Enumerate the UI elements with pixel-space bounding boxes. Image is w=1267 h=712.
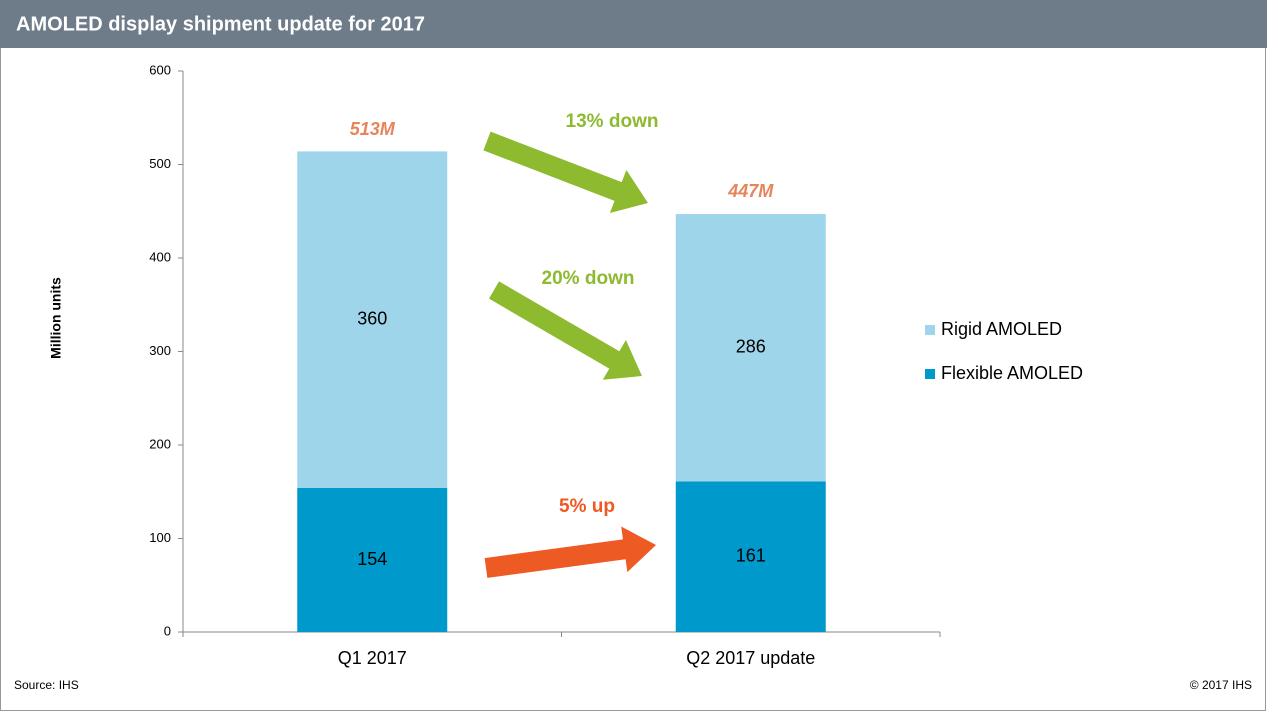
total-label: 513M <box>350 119 396 139</box>
y-tick-label: 100 <box>149 530 171 545</box>
bar-segment <box>297 151 448 489</box>
arrow <box>488 281 642 380</box>
arrow <box>483 131 648 213</box>
y-tick-label: 600 <box>149 62 171 77</box>
y-tick-label: 200 <box>149 436 171 451</box>
source: Source: IHS <box>14 678 79 692</box>
data-label: 360 <box>357 308 387 328</box>
data-label: 154 <box>357 549 387 569</box>
annotation: 5% up <box>559 496 615 517</box>
x-tick-label: Q2 2017 update <box>686 648 815 668</box>
x-tick-label: Q1 2017 <box>338 648 407 668</box>
data-label: 161 <box>736 545 766 565</box>
bar-segment <box>675 481 826 632</box>
y-tick-label: 400 <box>149 249 171 264</box>
chart-title: AMOLED display shipment update for 2017 <box>16 13 425 35</box>
data-label: 286 <box>736 337 766 357</box>
annotation: 13% down <box>566 111 659 132</box>
bar-segment <box>297 488 448 632</box>
legend-swatch <box>925 325 935 335</box>
bar-segment <box>675 214 826 482</box>
arrow <box>484 526 656 578</box>
copyright: © 2017 IHS <box>1190 678 1252 692</box>
y-tick-label: 500 <box>149 156 171 171</box>
y-tick-label: 300 <box>149 343 171 358</box>
header-bar <box>0 0 1267 48</box>
y-tick-label: 0 <box>164 623 171 638</box>
legend-label: Flexible AMOLED <box>941 363 1083 383</box>
total-label: 447M <box>727 181 774 201</box>
annotation: 20% down <box>542 268 635 289</box>
y-axis-label: Million units <box>48 277 64 359</box>
legend-swatch <box>925 369 935 379</box>
legend-label: Rigid AMOLED <box>941 319 1062 339</box>
